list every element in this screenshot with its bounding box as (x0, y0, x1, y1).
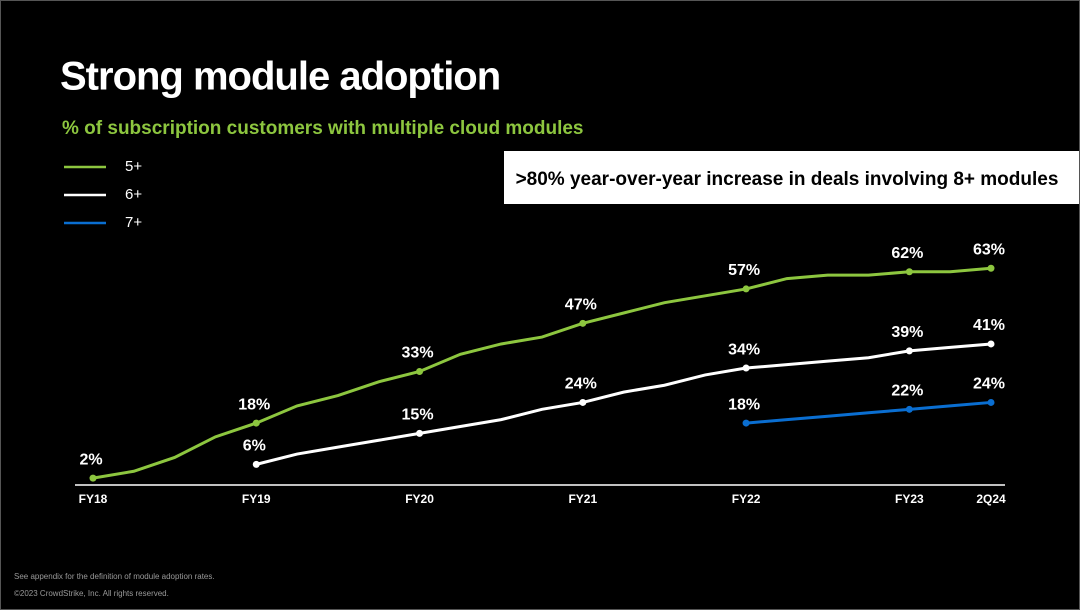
x-tick-label: FY21 (568, 492, 597, 506)
data-label: 62% (891, 245, 923, 262)
data-label: 34% (728, 341, 760, 358)
data-point (579, 398, 587, 406)
x-tick-label: FY23 (895, 492, 924, 506)
data-point (905, 405, 913, 413)
data-point (742, 364, 750, 372)
data-point (579, 319, 587, 327)
data-point (987, 398, 995, 406)
chart-title: Strong module adoption (60, 55, 500, 99)
series-line (745, 400, 992, 425)
data-point (416, 367, 424, 375)
data-point (252, 460, 260, 468)
data-label: 18% (728, 396, 760, 413)
series-line (255, 342, 992, 466)
data-label: 57% (728, 262, 760, 279)
callout-text: >80% year-over-year increase in deals in… (516, 169, 1059, 190)
data-label: 22% (891, 383, 923, 400)
x-tick-label: FY22 (732, 492, 761, 506)
footnote: See appendix for the definition of modul… (14, 572, 215, 581)
data-label: 2% (79, 451, 102, 468)
data-point (905, 347, 913, 355)
data-label: 24% (973, 376, 1005, 393)
data-point (742, 285, 750, 293)
chart-subtitle: % of subscription customers with multipl… (62, 118, 584, 139)
series-line (92, 266, 992, 480)
data-label: 47% (565, 297, 597, 314)
data-label: 41% (973, 317, 1005, 334)
data-point (416, 429, 424, 437)
legend-label: 7+ (125, 214, 142, 231)
data-label: 63% (973, 241, 1005, 258)
data-point (905, 268, 913, 276)
data-label: 18% (238, 396, 270, 413)
x-tick-label: 2Q24 (976, 492, 1006, 506)
data-point (742, 419, 750, 427)
legend-label: 6+ (125, 186, 142, 203)
x-tick-label: FY18 (79, 492, 108, 506)
data-point (987, 264, 995, 272)
footnote: ©2023 CrowdStrike, Inc. All rights reser… (14, 589, 169, 598)
callout-box (504, 151, 1079, 204)
data-point (987, 340, 995, 348)
data-label: 33% (402, 345, 434, 362)
data-label: 24% (565, 376, 597, 393)
legend-label: 5+ (125, 158, 142, 175)
data-label: 6% (243, 438, 266, 455)
data-point (89, 474, 97, 482)
x-tick-label: FY20 (405, 492, 434, 506)
data-label: 15% (402, 407, 434, 424)
data-label: 39% (891, 324, 923, 341)
data-point (252, 419, 260, 427)
x-tick-label: FY19 (242, 492, 271, 506)
